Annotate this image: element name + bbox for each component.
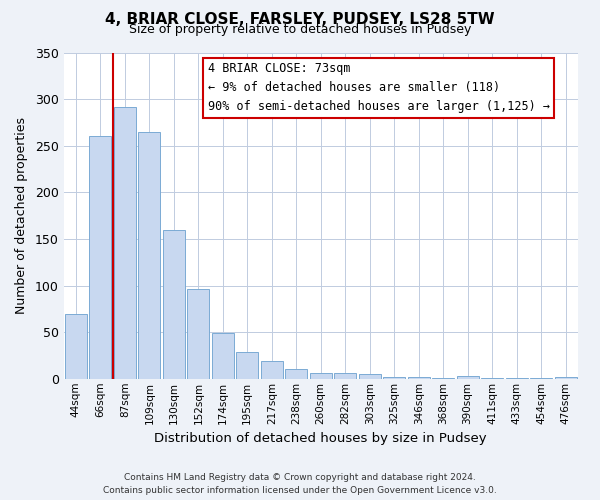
Bar xyxy=(114,108,136,379)
Text: Size of property relative to detached houses in Pudsey: Size of property relative to detached ho… xyxy=(129,22,471,36)
Bar xyxy=(139,132,160,379)
Bar xyxy=(212,333,234,379)
Y-axis label: Number of detached properties: Number of detached properties xyxy=(15,117,28,314)
Bar xyxy=(407,377,430,379)
Bar xyxy=(236,352,259,379)
Bar xyxy=(89,136,112,379)
X-axis label: Distribution of detached houses by size in Pudsey: Distribution of detached houses by size … xyxy=(154,432,487,445)
Bar xyxy=(457,376,479,379)
Text: 4, BRIAR CLOSE, FARSLEY, PUDSEY, LS28 5TW: 4, BRIAR CLOSE, FARSLEY, PUDSEY, LS28 5T… xyxy=(105,12,495,28)
Bar xyxy=(506,378,527,379)
Bar xyxy=(432,378,454,379)
Bar xyxy=(163,230,185,379)
Bar xyxy=(285,370,307,379)
Bar xyxy=(359,374,381,379)
Text: Contains HM Land Registry data © Crown copyright and database right 2024.
Contai: Contains HM Land Registry data © Crown c… xyxy=(103,474,497,495)
Bar xyxy=(554,377,577,379)
Bar xyxy=(310,373,332,379)
Text: 4 BRIAR CLOSE: 73sqm
← 9% of detached houses are smaller (118)
90% of semi-detac: 4 BRIAR CLOSE: 73sqm ← 9% of detached ho… xyxy=(208,62,550,114)
Bar xyxy=(261,361,283,379)
Bar xyxy=(65,314,87,379)
Bar xyxy=(383,377,405,379)
Bar xyxy=(530,378,552,379)
Bar xyxy=(334,373,356,379)
Bar xyxy=(481,378,503,379)
Bar xyxy=(187,290,209,379)
